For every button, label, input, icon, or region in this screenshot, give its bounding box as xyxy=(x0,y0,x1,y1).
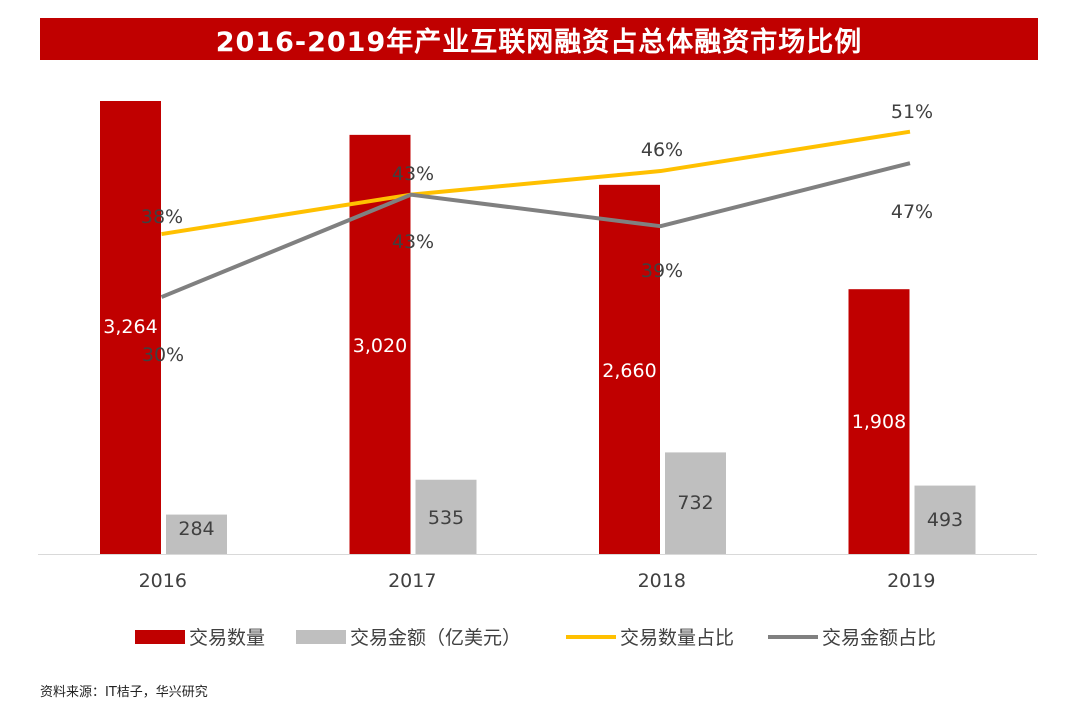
data-label-count-share-2019: 51% xyxy=(891,101,933,123)
line-count-share xyxy=(161,129,911,237)
legend-swatch-amount xyxy=(296,630,346,644)
data-label-count-2019: 1,908 xyxy=(852,411,906,433)
chart-title: 2016-2019年产业互联网融资占总体融资市场比例 xyxy=(40,18,1038,60)
data-label-amount-2016: 284 xyxy=(178,518,214,540)
x-tick-2018: 2018 xyxy=(638,570,686,592)
line-amount-share xyxy=(160,161,911,299)
data-label-count-2018: 2,660 xyxy=(602,360,656,382)
legend-label-count: 交易数量 xyxy=(189,627,265,649)
bar-count-2018 xyxy=(599,184,660,554)
data-label-count-share-2017: 43% xyxy=(392,163,434,185)
bar-amount-2018 xyxy=(665,452,726,554)
data-label-amount-2017: 535 xyxy=(428,507,464,529)
legend-label-amount: 交易金额（亿美元） xyxy=(350,627,521,649)
data-label-amount-2018: 732 xyxy=(677,492,713,514)
bar-count-2019 xyxy=(848,289,910,554)
bar-amount-2017 xyxy=(415,479,477,554)
data-label-amount-share-2019: 47% xyxy=(891,201,933,223)
data-label-amount-2019: 493 xyxy=(927,509,963,531)
x-tick-2016: 2016 xyxy=(139,570,187,592)
bar-amount-2019 xyxy=(914,485,976,554)
data-label-count-share-2016: 38% xyxy=(141,206,183,228)
x-tick-2017: 2017 xyxy=(388,570,436,592)
legend-label-amount-share: 交易金额占比 xyxy=(822,627,936,649)
x-tick-2019: 2019 xyxy=(887,570,935,592)
data-label-count-share-2018: 46% xyxy=(641,139,683,161)
data-label-count-2017: 3,020 xyxy=(353,335,407,357)
source-note: 资料来源：IT桔子，华兴研究 xyxy=(40,685,208,700)
legend-swatch-count xyxy=(135,630,185,644)
data-label-amount-share-2017: 43% xyxy=(392,231,434,253)
bar-amount-2016 xyxy=(166,514,227,554)
data-label-amount-share-2016: 30% xyxy=(142,344,184,366)
legend-label-count-share: 交易数量占比 xyxy=(620,627,734,649)
bar-count-2016 xyxy=(100,101,161,554)
data-label-count-2016: 3,264 xyxy=(103,316,157,338)
data-label-amount-share-2018: 39% xyxy=(641,260,683,282)
